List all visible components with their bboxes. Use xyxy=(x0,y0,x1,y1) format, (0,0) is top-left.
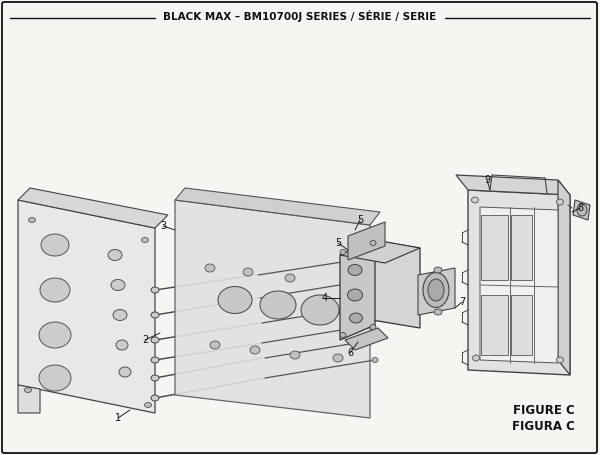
Ellipse shape xyxy=(301,295,339,325)
Ellipse shape xyxy=(218,287,252,313)
Text: 3: 3 xyxy=(160,221,166,231)
Ellipse shape xyxy=(369,303,375,308)
Text: 5: 5 xyxy=(357,215,363,225)
Bar xyxy=(481,295,508,355)
Polygon shape xyxy=(175,188,380,225)
Text: 8: 8 xyxy=(577,203,583,213)
Polygon shape xyxy=(345,328,388,350)
Polygon shape xyxy=(348,222,385,260)
Ellipse shape xyxy=(367,278,373,283)
Ellipse shape xyxy=(557,357,563,363)
Ellipse shape xyxy=(210,341,220,349)
Ellipse shape xyxy=(577,204,587,216)
Polygon shape xyxy=(340,240,375,340)
Ellipse shape xyxy=(348,264,362,275)
Ellipse shape xyxy=(151,312,159,318)
Ellipse shape xyxy=(151,357,159,363)
Ellipse shape xyxy=(29,217,35,222)
Ellipse shape xyxy=(370,324,376,329)
Ellipse shape xyxy=(369,323,375,328)
Polygon shape xyxy=(468,190,570,375)
Bar xyxy=(511,295,532,355)
Ellipse shape xyxy=(113,309,127,320)
Ellipse shape xyxy=(340,298,376,327)
Text: 9: 9 xyxy=(484,175,490,185)
Ellipse shape xyxy=(371,338,377,343)
Ellipse shape xyxy=(205,264,215,272)
Ellipse shape xyxy=(243,268,253,276)
Polygon shape xyxy=(18,188,168,228)
Polygon shape xyxy=(418,268,455,315)
Ellipse shape xyxy=(151,395,159,401)
Ellipse shape xyxy=(365,256,371,261)
Ellipse shape xyxy=(250,346,260,354)
Ellipse shape xyxy=(557,199,563,205)
Text: BLACK MAX – BM10700J SERIES / SÉRIE / SERIE: BLACK MAX – BM10700J SERIES / SÉRIE / SE… xyxy=(163,10,437,22)
Ellipse shape xyxy=(260,291,296,319)
Ellipse shape xyxy=(434,267,442,273)
Text: FIGURE C: FIGURE C xyxy=(513,404,575,416)
Ellipse shape xyxy=(428,279,444,301)
Ellipse shape xyxy=(340,333,346,338)
Ellipse shape xyxy=(41,234,69,256)
Ellipse shape xyxy=(290,351,300,359)
Ellipse shape xyxy=(473,355,479,361)
Ellipse shape xyxy=(372,358,378,363)
Text: 7: 7 xyxy=(459,297,465,307)
Polygon shape xyxy=(340,240,420,263)
Text: 4: 4 xyxy=(322,293,328,303)
Ellipse shape xyxy=(347,289,362,301)
Polygon shape xyxy=(18,385,40,413)
Text: 2: 2 xyxy=(142,335,148,345)
Ellipse shape xyxy=(116,340,128,350)
Polygon shape xyxy=(175,200,370,418)
Text: 5: 5 xyxy=(335,238,341,248)
Ellipse shape xyxy=(434,309,442,315)
Ellipse shape xyxy=(423,273,449,308)
Ellipse shape xyxy=(142,238,149,243)
Ellipse shape xyxy=(370,241,376,246)
Ellipse shape xyxy=(349,313,362,323)
Polygon shape xyxy=(456,175,570,195)
Text: 6: 6 xyxy=(347,348,353,358)
Polygon shape xyxy=(480,207,558,363)
Bar xyxy=(511,215,532,280)
Ellipse shape xyxy=(40,278,70,302)
Ellipse shape xyxy=(151,287,159,293)
Text: 1: 1 xyxy=(115,413,121,423)
Ellipse shape xyxy=(285,274,295,282)
Ellipse shape xyxy=(151,337,159,343)
Ellipse shape xyxy=(151,375,159,381)
Text: FIGURA C: FIGURA C xyxy=(512,420,575,434)
Ellipse shape xyxy=(333,354,343,362)
Ellipse shape xyxy=(39,322,71,348)
Ellipse shape xyxy=(145,403,151,408)
Polygon shape xyxy=(558,180,570,375)
Ellipse shape xyxy=(111,279,125,290)
Ellipse shape xyxy=(25,388,32,393)
Ellipse shape xyxy=(472,197,479,203)
Polygon shape xyxy=(18,200,155,413)
Ellipse shape xyxy=(340,249,346,254)
Polygon shape xyxy=(372,240,420,328)
Ellipse shape xyxy=(119,367,131,377)
Polygon shape xyxy=(573,200,590,220)
Bar xyxy=(481,215,508,280)
Ellipse shape xyxy=(39,365,71,391)
Ellipse shape xyxy=(108,249,122,261)
